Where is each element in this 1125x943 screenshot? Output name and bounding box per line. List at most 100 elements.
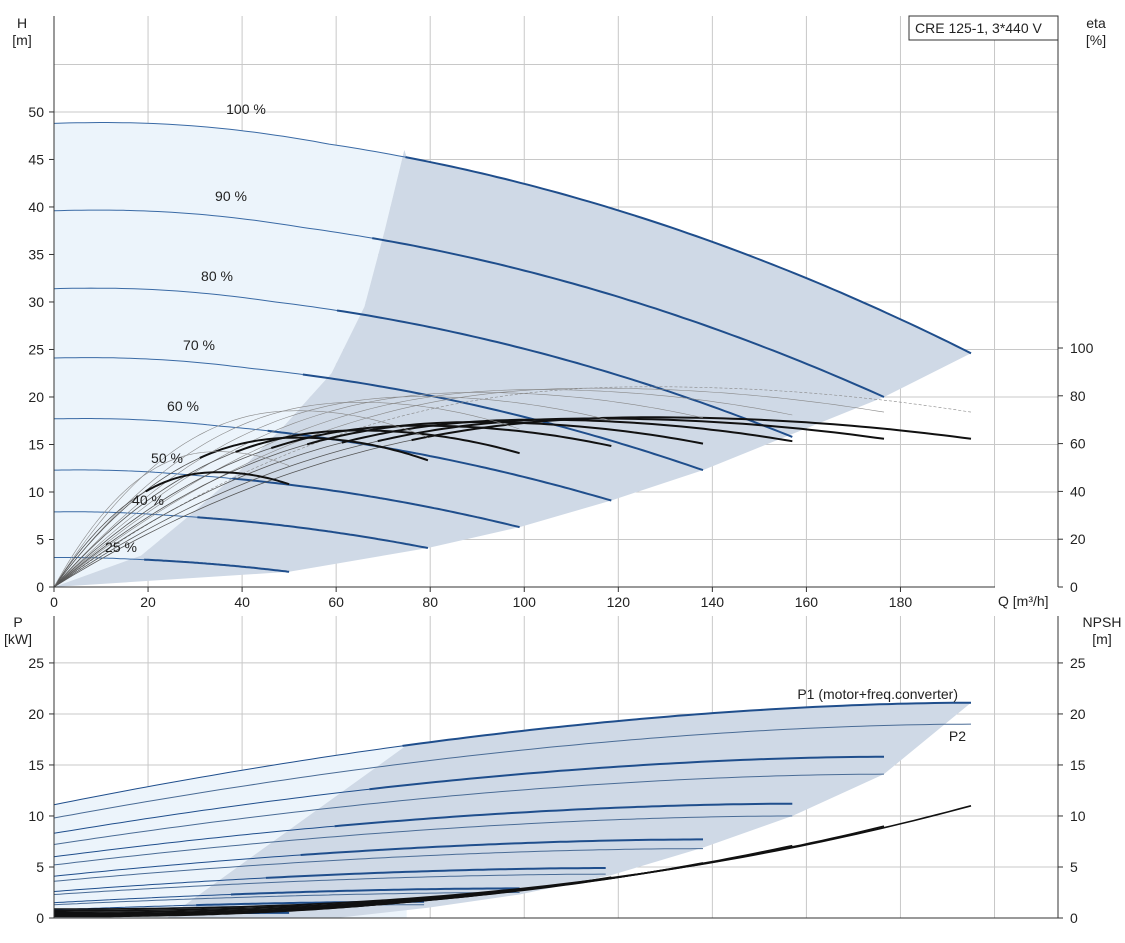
x-tick-label: 160 [795,594,819,610]
head-frame: 0 5 10 15 20 25 30 35 40 45 50 0 20 40 60 80 100 0 20 40 60 8… [28,16,1094,610]
eta-curve-ghost [53,387,885,588]
x-tick-label: 180 [889,594,913,610]
x-tick-label: 140 [701,594,725,610]
y-tick-label: 45 [28,151,44,167]
power-axis-title: P [13,614,22,630]
speed-label: 80 % [201,268,233,284]
npsh-tick-label: 10 [1070,808,1086,824]
eta-curve-ghost [53,386,972,588]
p2-curve [53,773,885,845]
speed-curve-thin [53,209,373,239]
eta-axis-title: eta [1086,15,1106,31]
y-tick-label: 20 [28,389,44,405]
npsh-tick-label: 25 [1070,655,1086,671]
speed-curve-thin [53,287,338,311]
eta-curve-thick [145,471,290,493]
p1-curve-thick [369,755,884,791]
eta-curve-thick [270,424,612,450]
speed-curve-thin [54,469,233,479]
p1-curve-thick [334,802,793,828]
y-tick-label: 25 [28,341,44,357]
speed-curve-thick [302,373,704,472]
p1-series-label: P1 (motor+freq.converter) [797,686,958,702]
speed-curve-thin [53,357,303,375]
speed-label: 50 % [151,450,183,466]
npsh-tick-label: 20 [1070,706,1086,722]
y2-tick-label: 100 [1070,340,1094,356]
y-tick-label: 35 [28,246,44,262]
speed-curve-thin [53,122,406,158]
operating-area [54,122,971,587]
p2-curve [53,873,606,895]
npsh-curve [54,898,428,918]
p1-curve-thin [53,877,266,892]
speed-label: 100 % [226,101,266,117]
p1-curve-thick [230,887,520,896]
p1-curve-thick [402,701,971,747]
speed-label: 90 % [215,188,247,204]
eta-axis-unit: [%] [1086,32,1106,48]
y-tick-label: 15 [28,436,44,452]
power-area [54,702,971,918]
p-tick-label: 15 [28,757,44,773]
eta-curve-ghost [53,451,290,588]
eta-curve-ghost [53,396,612,588]
speed-curve-thick [336,309,793,438]
eta-curve-thick [411,416,972,442]
p2-series-label: P2 [949,728,966,744]
speed-curve-thick [197,516,429,549]
head-axis-title: H [17,15,27,31]
efficiency-curves [53,386,972,588]
y2-tick-label: 40 [1070,483,1086,499]
speed-curve-thick [372,237,885,398]
p-tick-label: 20 [28,706,44,722]
y2-tick-label: 20 [1070,531,1086,547]
x-tick-label: 60 [328,594,344,610]
x-tick-label: 100 [513,594,537,610]
y-tick-label: 10 [28,484,44,500]
speed-label: 40 % [132,492,164,508]
y2-tick-label: 0 [1070,579,1078,595]
npsh-tick-label: 5 [1070,859,1078,875]
title-box: CRE 125-1, 3*440 V [908,15,1059,41]
eta-curve-ghost [53,392,704,588]
p2-curve [53,723,972,819]
eta-curve-ghost [53,402,520,588]
y-tick-label: 50 [28,104,44,120]
p2-curve [53,815,793,866]
eta-curve-thick [341,418,793,444]
x-tick-label: 120 [607,594,631,610]
p2-curve [53,892,520,906]
x-tick-label: 80 [422,594,438,610]
p1-curve-thin [53,745,403,806]
eta-curve-thick [199,436,429,462]
y2-tick-label: 80 [1070,388,1086,404]
eta-curve-ghost [53,389,793,588]
speed-curve-thin [54,418,268,432]
y-tick-label: 5 [36,531,44,547]
power-frame: 0 5 10 15 20 25 0 5 10 15 20 25 [28,616,1086,926]
p1-curve-thin [53,854,301,877]
npsh-tick-label: 0 [1070,910,1078,926]
npsh-curve [54,825,885,912]
p-tick-label: 25 [28,655,44,671]
labels: H[m]eta[%]Q [m³/h]P[kW]NPSH[m]100 %90 %8… [4,15,1121,744]
p1-curve-thin [53,825,335,858]
p-tick-label: 10 [28,808,44,824]
x-tick-label: 40 [234,594,250,610]
head-axis-unit: [m] [12,32,31,48]
speed-curve-thick [232,477,520,529]
y-tick-label: 40 [28,199,44,215]
speed-label: 70 % [183,337,215,353]
x-tick-label: 0 [50,594,58,610]
area-light [54,122,407,587]
npsh-axis-title: NPSH [1083,614,1122,630]
npsh-axis-unit: [m] [1092,631,1111,647]
p1-curve-thick [265,867,606,879]
eta-curve-thick [306,421,704,446]
p2-curve [53,848,703,882]
speed-label: 60 % [167,398,199,414]
flow-axis-title: Q [m³/h] [998,593,1049,609]
